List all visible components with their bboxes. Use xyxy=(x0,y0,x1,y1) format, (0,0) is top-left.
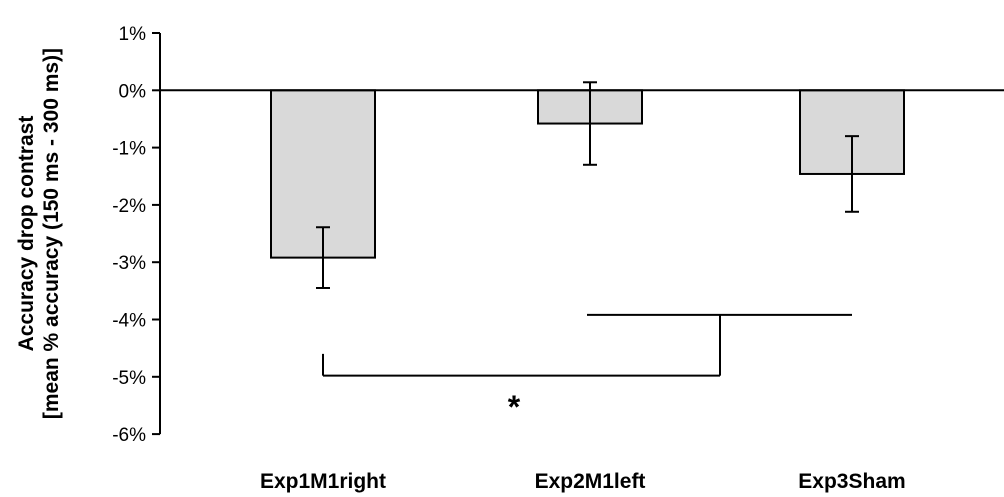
y-tick-label: -5% xyxy=(112,368,146,389)
error-bars xyxy=(316,81,859,289)
x-category-label: Exp1M1right xyxy=(260,470,386,493)
y-tick-label: -6% xyxy=(112,425,146,446)
y-axis-title-line: Accuracy drop contrast xyxy=(15,116,38,352)
x-category-labels: Exp1M1right Exp2M1left Exp3Sham xyxy=(260,470,906,493)
bars xyxy=(270,89,905,259)
y-axis-title-line: [mean % accuracy (150 ms - 300 ms)] xyxy=(40,48,63,419)
significance-star: * xyxy=(508,389,521,425)
x-category-label: Exp2M1left xyxy=(535,470,646,493)
y-tick-label: -3% xyxy=(112,253,146,274)
x-category-label: Exp3Sham xyxy=(798,470,905,493)
y-tick-label: 0% xyxy=(119,81,147,102)
y-tick-label: -2% xyxy=(112,196,146,217)
y-tick-label: -4% xyxy=(112,311,146,332)
significance-bracket: * xyxy=(322,313,852,425)
y-tick-label: 1% xyxy=(119,24,147,45)
y-tick-label: -1% xyxy=(112,139,146,160)
y-axis-title: Accuracy drop contrast [mean % accuracy (… xyxy=(15,48,63,419)
y-axis: 1% 0% -1% -2% -3% -4% -5% -6% xyxy=(112,24,161,446)
